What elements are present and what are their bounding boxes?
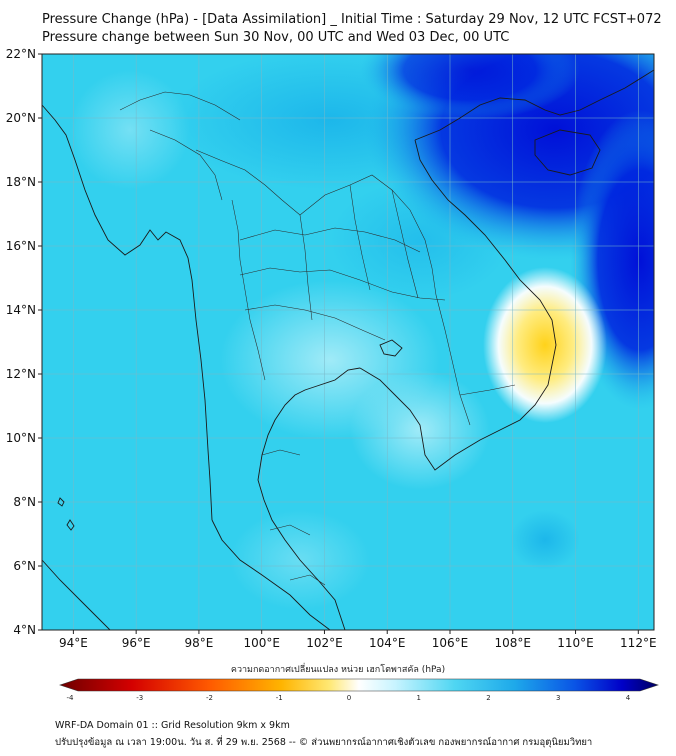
lat-tick-label: 8°N [13, 495, 36, 509]
footer-domain-info: WRF-DA Domain 01 :: Grid Resolution 9km … [55, 720, 290, 731]
colorbar-tick-label: -4 [67, 694, 75, 702]
lat-tick-label: 16°N [6, 239, 36, 253]
colorbar-tick-label: 4 [626, 694, 631, 702]
lat-tick-label: 18°N [6, 175, 36, 189]
lat-tick-label: 22°N [6, 47, 36, 61]
lat-tick-label: 20°N [6, 111, 36, 125]
map-title: Pressure Change (hPa) - [Data Assimilati… [42, 12, 662, 27]
colorbar-bar [59, 678, 659, 692]
longitude-axis: 94°E 96°E 98°E 100°E 102°E 104°E 106°E 108°E 110… [59, 630, 657, 650]
latitude-axis: 4°N 6°N 8°N 10°N 12°N 14°N 16°N 18°N 20°N 22°N [6, 47, 42, 637]
colorbar-tick-label: 3 [556, 694, 560, 702]
coastline-outlines [42, 69, 654, 630]
colorbar-tick-label: 1 [417, 694, 421, 702]
lat-tick-label: 14°N [6, 303, 36, 317]
lon-tick-label: 104°E [369, 636, 406, 650]
lat-tick-label: 6°N [13, 559, 36, 573]
colorbar-tick-label: 2 [486, 694, 490, 702]
map-subtitle: Pressure change between Sun 30 Nov, 00 U… [42, 30, 510, 45]
lon-tick-label: 112°E [620, 636, 657, 650]
lon-tick-label: 96°E [122, 636, 151, 650]
lon-tick-label: 106°E [432, 636, 469, 650]
colorbar-label: ความกดอากาศเปลี่ยนแปลง หน่วย เฮกโตพาสคัล… [230, 665, 446, 675]
footer-update-credit: ปรับปรุงข้อมูล ณ เวลา 19:00น. วัน ส. ที่… [55, 737, 593, 748]
lon-tick-label: 98°E [184, 636, 213, 650]
lat-lon-grid [42, 54, 654, 630]
colorbar-tick-label: -2 [206, 694, 213, 702]
lon-tick-label: 100°E [243, 636, 280, 650]
colorbar-tick-label: -3 [136, 694, 143, 702]
lat-tick-label: 12°N [6, 367, 36, 381]
lat-tick-label: 10°N [6, 431, 36, 445]
lon-tick-label: 110°E [557, 636, 594, 650]
colorbar-tick-label: -1 [276, 694, 283, 702]
lon-tick-label: 108°E [495, 636, 532, 650]
lon-tick-label: 94°E [59, 636, 88, 650]
lon-tick-label: 102°E [306, 636, 343, 650]
colorbar-ticks: -4 -3 -2 -1 0 1 2 3 4 [67, 694, 631, 702]
pressure-field [42, 54, 654, 630]
province-borders [119, 91, 516, 586]
lat-tick-label: 4°N [13, 623, 36, 637]
colorbar: -4 -3 -2 -1 0 1 2 3 4 [59, 678, 659, 702]
plot-frame [41, 53, 655, 631]
colorbar-tick-label: 0 [347, 694, 351, 702]
